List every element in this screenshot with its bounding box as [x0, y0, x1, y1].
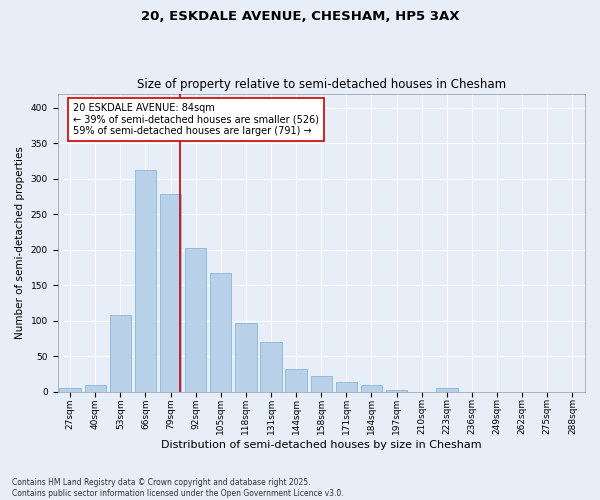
- Bar: [135, 170, 156, 392]
- Text: 20 ESKDALE AVENUE: 84sqm
← 39% of semi-detached houses are smaller (526)
59% of : 20 ESKDALE AVENUE: 84sqm ← 39% of semi-d…: [73, 102, 319, 136]
- Bar: [110, 315, 131, 392]
- Bar: [235, 323, 257, 392]
- X-axis label: Distribution of semi-detached houses by size in Chesham: Distribution of semi-detached houses by …: [161, 440, 482, 450]
- Bar: [260, 342, 282, 392]
- Bar: [59, 388, 81, 392]
- Bar: [386, 390, 407, 392]
- Bar: [361, 384, 382, 392]
- Bar: [160, 194, 181, 392]
- Bar: [185, 248, 206, 392]
- Text: Contains HM Land Registry data © Crown copyright and database right 2025.
Contai: Contains HM Land Registry data © Crown c…: [12, 478, 344, 498]
- Text: 20, ESKDALE AVENUE, CHESHAM, HP5 3AX: 20, ESKDALE AVENUE, CHESHAM, HP5 3AX: [141, 10, 459, 23]
- Bar: [210, 273, 232, 392]
- Title: Size of property relative to semi-detached houses in Chesham: Size of property relative to semi-detach…: [137, 78, 506, 91]
- Bar: [336, 382, 357, 392]
- Bar: [85, 384, 106, 392]
- Bar: [436, 388, 458, 392]
- Bar: [311, 376, 332, 392]
- Bar: [286, 369, 307, 392]
- Y-axis label: Number of semi-detached properties: Number of semi-detached properties: [15, 146, 25, 339]
